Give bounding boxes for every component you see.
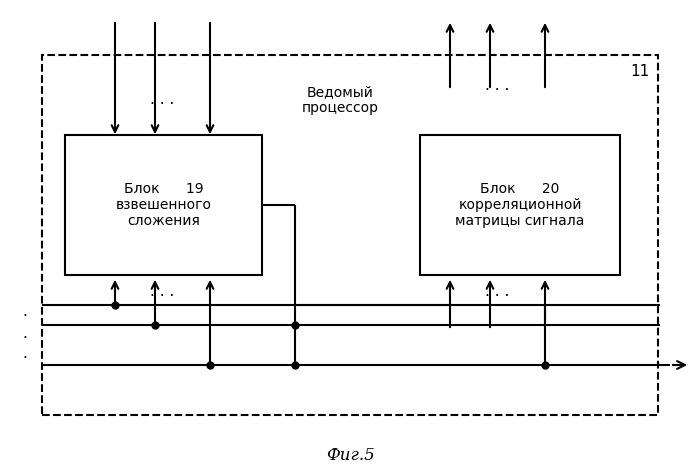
- Bar: [420, 135, 620, 275]
- Text: 11: 11: [631, 65, 650, 80]
- Text: . . .: . . .: [150, 92, 175, 107]
- Text: . . .: . . .: [150, 284, 175, 300]
- Text: . . .: . . .: [485, 284, 510, 300]
- Text: Фиг.5: Фиг.5: [326, 447, 374, 463]
- Text: ·
·
·: · · ·: [22, 309, 27, 366]
- Text: Блок      20
корреляционной
матрицы сигнала: Блок 20 корреляционной матрицы сигнала: [455, 182, 584, 228]
- Bar: [65, 135, 262, 275]
- Text: . . .: . . .: [485, 78, 510, 92]
- Text: Ведомый
процессор: Ведомый процессор: [302, 85, 379, 115]
- Text: Блок      19
взвешенного
сложения: Блок 19 взвешенного сложения: [116, 182, 211, 228]
- Bar: [42, 55, 658, 415]
